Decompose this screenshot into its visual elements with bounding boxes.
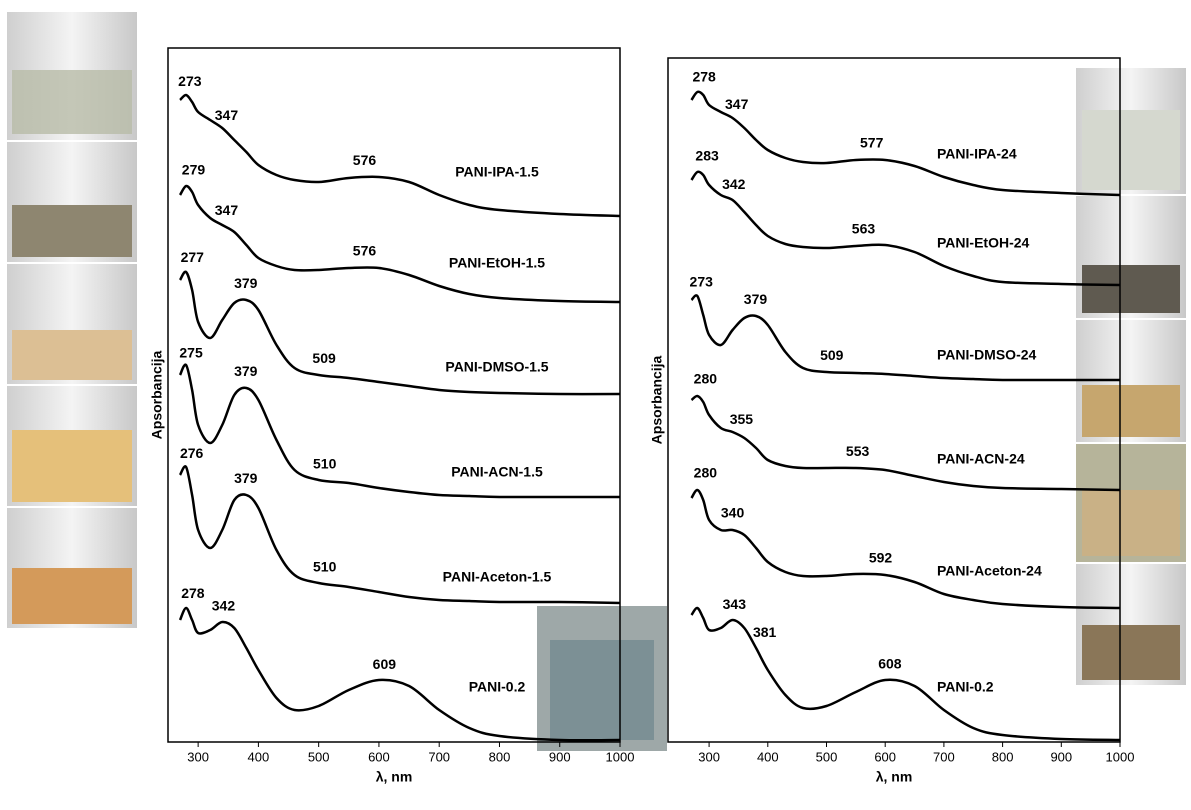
spectrum-line (179, 93, 621, 218)
peak-label: 510 (313, 559, 337, 575)
x-axis-label: λ, nm (876, 769, 913, 785)
photo-liquid (1082, 110, 1180, 190)
photo-liquid (12, 205, 132, 257)
spectrum-line (690, 394, 1121, 492)
x-tick-label: 600 (368, 749, 390, 764)
peak-label: 379 (234, 470, 258, 486)
peak-label: 509 (312, 350, 336, 366)
photo-liquid (1082, 385, 1180, 437)
peak-label: 347 (725, 96, 749, 112)
series-label: PANI-0.2 (937, 679, 994, 695)
spectrum-line (178, 184, 621, 304)
peak-label: 577 (860, 135, 884, 151)
peak-label: 340 (721, 505, 745, 521)
spectrum-line (690, 488, 1121, 610)
series-label: PANI-EtOH-1.5 (449, 255, 545, 271)
series-label: PANI-ACN-1.5 (451, 464, 543, 480)
peak-label: 275 (179, 345, 203, 361)
peak-label: 342 (212, 597, 236, 613)
spectrum-line (690, 170, 1121, 287)
photo-liquid (1082, 265, 1180, 313)
x-tick-label: 1000 (1106, 749, 1135, 764)
peak-label: 279 (182, 162, 206, 178)
spectrum-line (178, 270, 621, 396)
series-label: PANI-EtOH-24 (937, 235, 1030, 251)
x-tick-label: 300 (187, 749, 209, 764)
spectrum-line (178, 363, 621, 499)
peak-label: 278 (181, 585, 205, 601)
peak-label: 278 (692, 68, 716, 84)
peak-label: 355 (730, 411, 754, 427)
series-label: PANI-ACN-24 (937, 451, 1025, 467)
photo-liquid (550, 640, 654, 740)
peak-label: 510 (313, 455, 337, 471)
x-tick-label: 800 (992, 749, 1014, 764)
spectrum-line (690, 90, 1121, 197)
plot-frame (667, 57, 1121, 743)
x-axis-label: λ, nm (376, 769, 413, 785)
peak-label: 592 (869, 550, 893, 566)
peak-label: 608 (878, 656, 902, 672)
series-label: PANI-IPA-1.5 (455, 164, 539, 180)
series-label: PANI-DMSO-24 (937, 347, 1037, 363)
peak-label: 280 (694, 465, 718, 481)
spectrum-line (178, 465, 621, 605)
x-tick-label: 700 (933, 749, 955, 764)
peak-label: 576 (353, 243, 377, 259)
peak-label: 283 (695, 148, 719, 164)
x-tick-label: 900 (1050, 749, 1072, 764)
photos (7, 12, 1186, 751)
peak-label: 277 (181, 249, 205, 265)
x-tick-label: 600 (874, 749, 896, 764)
peak-label: 609 (373, 656, 397, 672)
peak-label: 273 (178, 73, 202, 89)
x-tick-label: 500 (816, 749, 838, 764)
spectrum-line (690, 606, 1121, 742)
photo-liquid (1082, 490, 1180, 556)
peak-label: 379 (234, 275, 258, 291)
peak-label: 347 (215, 107, 239, 123)
peak-label: 576 (353, 152, 377, 168)
y-axis-label: Apsorbancija (149, 350, 165, 439)
peak-label: 553 (846, 443, 870, 459)
peak-label: 276 (180, 445, 204, 461)
spectrum-line (178, 606, 621, 742)
peak-label: 509 (820, 347, 844, 363)
peak-label: 343 (723, 596, 747, 612)
photo-liquid (12, 568, 132, 624)
spectrum-line (690, 294, 1120, 382)
photo-liquid (12, 430, 132, 502)
peak-label: 280 (694, 371, 718, 387)
peak-label: 347 (215, 202, 239, 218)
series-label: PANI-IPA-24 (937, 146, 1017, 162)
y-axis-label: Apsorbancija (649, 355, 665, 444)
series-label: PANI-Aceton-1.5 (443, 569, 552, 585)
peak-label: 379 (744, 291, 768, 307)
peak-label: 563 (852, 220, 876, 236)
photo-liquid (1082, 625, 1180, 680)
x-tick-label: 900 (549, 749, 571, 764)
x-tick-label: 800 (489, 749, 511, 764)
peak-label: 342 (722, 176, 746, 192)
photo-liquid (12, 330, 132, 380)
peak-label: 381 (753, 624, 777, 640)
peak-label: 379 (234, 363, 258, 379)
x-tick-label: 1000 (606, 749, 635, 764)
x-tick-label: 300 (698, 749, 720, 764)
x-tick-label: 400 (757, 749, 779, 764)
series-label: PANI-Aceton-24 (937, 563, 1042, 579)
peak-label: 273 (690, 274, 714, 290)
x-tick-label: 700 (428, 749, 450, 764)
x-tick-label: 400 (248, 749, 270, 764)
series-label: PANI-0.2 (469, 679, 526, 695)
x-tick-label: 500 (308, 749, 330, 764)
photo-liquid (12, 70, 132, 134)
series-label: PANI-DMSO-1.5 (445, 359, 548, 375)
